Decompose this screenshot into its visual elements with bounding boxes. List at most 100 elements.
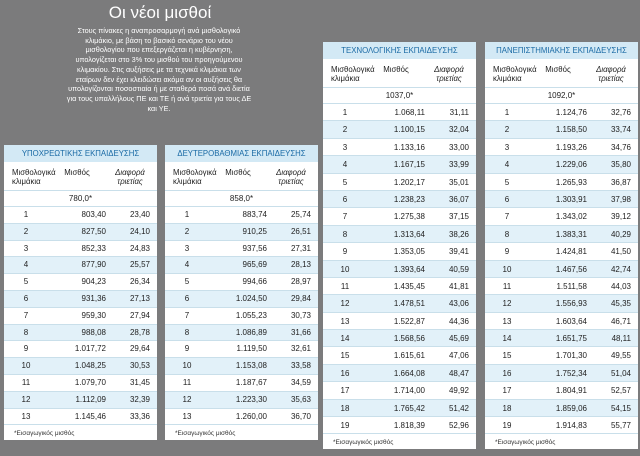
- table-cell: 994,66: [242, 277, 267, 287]
- intro-line: υπολογίζονται ποσοστιαία ή με σταθερά πο…: [68, 84, 250, 94]
- intro-line: κλιμακίου. Στις αυξήσεις με τα τεχνικά κ…: [77, 64, 241, 74]
- table-cell: 36,70: [290, 411, 311, 421]
- column-header: Μισθολογικά κλιμάκια: [493, 65, 537, 83]
- table-cell: 33,00: [448, 142, 469, 152]
- table-cell: 13: [21, 411, 31, 421]
- table-cell: 10: [502, 264, 512, 274]
- table-row: 1 1.068,11 31,11: [323, 104, 476, 122]
- table-cell: 6: [184, 293, 190, 303]
- table-row: 6 931,36 27,13: [4, 290, 157, 308]
- table-cell: 17: [340, 386, 350, 396]
- table-row: 11 1.511,58 44,03: [485, 278, 638, 296]
- table-row: 9 1.424,81 41,50: [485, 243, 638, 261]
- table-cell: 15: [502, 351, 512, 361]
- table-cell: 25,57: [129, 260, 150, 270]
- table-cell: 19: [502, 421, 512, 431]
- table-cell: 1: [342, 108, 348, 117]
- column-header: Μισθολογικά κλιμάκια: [12, 168, 56, 186]
- table-row: 2 1.100,15 32,04: [323, 121, 476, 139]
- table-row: 1 803,40 23,40: [4, 207, 157, 224]
- table-title: ΠΑΝΕΠΙΣΤΗΜΙΑΚΗΣ ΕΚΠΑΙΔΕΥΣΗΣ: [485, 42, 638, 59]
- table-cell: 1.223,30: [235, 394, 267, 404]
- salary-table: ΤΕΧΝΟΛΟΓΙΚΗΣ ΕΚΠΑΙΔΕΥΣΗΣ Μισθολογικά κλιμ…: [323, 42, 476, 450]
- table-cell: 3: [504, 142, 510, 152]
- table-cell: 883,74: [242, 210, 267, 219]
- table-cell: 32,39: [129, 394, 150, 404]
- table-cell: 1.343,02: [555, 212, 587, 222]
- table-row: 4 877,90 25,57: [4, 257, 157, 275]
- table-cell: 37,98: [610, 194, 631, 204]
- table-cell: 45,35: [610, 299, 631, 309]
- table-cell: 34,76: [610, 142, 631, 152]
- table-cell: 3: [23, 243, 29, 253]
- column-header: Μισθολογικά κλιμάκια: [173, 168, 217, 186]
- table-cell: 988,08: [81, 327, 106, 337]
- column-header: Μισθός: [225, 168, 251, 177]
- table-cell: 8: [184, 327, 190, 337]
- table-cell: 1.383,31: [555, 229, 587, 239]
- table-cell: 5: [184, 277, 190, 287]
- table-cell: 49,55: [610, 351, 631, 361]
- table-cell: 40,29: [610, 229, 631, 239]
- table-cell: 1.112,09: [75, 394, 106, 404]
- table-cell: 1.478,51: [393, 299, 425, 309]
- start-row: 1092,0*: [485, 88, 638, 104]
- table-row: 10 1.467,56 42,74: [485, 260, 638, 278]
- column-header: Μισθός: [64, 168, 90, 177]
- table-cell: 13: [502, 316, 512, 326]
- table-cell: 28,97: [290, 277, 311, 287]
- table-row: 11 1.079,70 31,45: [4, 375, 157, 392]
- table-cell: 1.202,17: [393, 177, 425, 187]
- table-cell: 51,42: [448, 403, 469, 413]
- table-cell: 44,03: [610, 281, 631, 291]
- table-cell: 8: [342, 229, 348, 239]
- table-cell: 1.313,64: [393, 229, 425, 239]
- table-cell: 1.119,50: [236, 344, 267, 354]
- table-cell: 43,06: [448, 299, 469, 309]
- table-cell: 52,96: [448, 421, 469, 431]
- table-row: 5 904,23 26,34: [4, 274, 157, 291]
- table-row: 19 1.818,39 52,96: [323, 417, 476, 435]
- salary-table: ΠΑΝΕΠΙΣΤΗΜΙΑΚΗΣ ΕΚΠΑΙΔΕΥΣΗΣ Μισθολογικά κ…: [485, 42, 638, 450]
- table-cell: 9: [184, 344, 190, 354]
- table-cell: 14: [340, 334, 350, 344]
- table-cell: 36,87: [610, 177, 631, 187]
- table-cell: 32,76: [610, 108, 631, 117]
- table-cell: 30,73: [290, 310, 311, 320]
- intro-line: και ΥΕ.: [147, 103, 171, 113]
- table-cell: 26,34: [129, 277, 150, 287]
- table-cell: 1.556,93: [555, 299, 587, 309]
- table-row: 8 1.313,64 38,26: [323, 225, 476, 244]
- table-row: 2 1.158,50 33,74: [485, 121, 638, 139]
- table-cell: 1.133,16: [393, 142, 425, 152]
- table-cell: 48,47: [448, 368, 469, 378]
- table-cell: 23,40: [129, 210, 150, 219]
- table-cell: 1.859,06: [555, 403, 587, 413]
- table-cell: 41,81: [448, 281, 469, 291]
- table-cell: 3: [184, 243, 190, 253]
- table-row: 8 1.086,89 31,66: [165, 324, 318, 342]
- table-row: 7 959,30 27,94: [4, 308, 157, 325]
- table-cell: 19: [340, 421, 350, 431]
- table-cell: 1.158,50: [555, 125, 587, 135]
- table-row: 12 1.478,51 43,06: [323, 295, 476, 313]
- table-cell: 1.714,00: [393, 386, 425, 396]
- table-cell: 1.167,15: [393, 160, 425, 170]
- table-cell: 10: [340, 264, 350, 274]
- intro-text: Στους πίνακες η αναπροσαρμογή ανά μισθολ…: [4, 26, 314, 113]
- table-row: 9 1.017,72 29,64: [4, 341, 157, 359]
- table-cell: 1.124,76: [555, 108, 587, 117]
- table-cell: 6: [504, 194, 510, 204]
- table-cell: 1.265,93: [555, 177, 587, 187]
- table-cell: 1.765,42: [393, 403, 425, 413]
- table-cell: 14: [502, 334, 512, 344]
- table-cell: 2: [504, 125, 510, 135]
- table-cell: 16: [340, 368, 350, 378]
- table-cell: 27,13: [129, 293, 150, 303]
- footnote: *Εισαγωγικός μισθός: [175, 430, 236, 438]
- table-cell: 1.804,91: [555, 386, 587, 396]
- table-cell: 827,50: [81, 226, 106, 236]
- table-cell: 8: [504, 229, 510, 239]
- table-row: 1 1.124,76 32,76: [485, 104, 638, 122]
- start-row: 780,0*: [4, 191, 157, 207]
